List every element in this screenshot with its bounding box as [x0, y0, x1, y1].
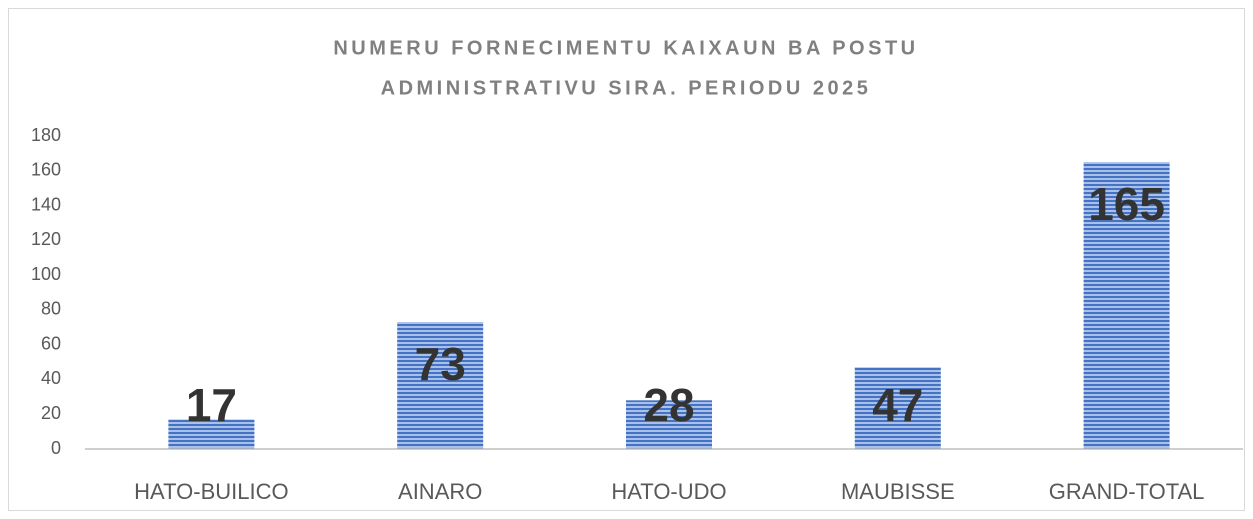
- y-tick-label: 100: [31, 264, 61, 284]
- y-tick-label: 60: [41, 333, 61, 353]
- data-label: 47: [872, 379, 923, 431]
- y-tick-label: 20: [41, 403, 61, 423]
- y-tick-label: 120: [31, 229, 61, 249]
- y-tick-label: 180: [31, 125, 61, 145]
- data-label: 28: [643, 379, 694, 431]
- chart-title: NUMERU FORNECIMENTU KAIXAUN BA POSTU: [333, 37, 918, 59]
- x-tick-label: GRAND-TOTAL: [1049, 479, 1205, 504]
- data-label: 73: [415, 338, 466, 390]
- y-tick-label: 160: [31, 160, 61, 180]
- chart-title: ADMINISTRATIVU SIRA. PERIODU 2025: [381, 77, 872, 99]
- bar: [854, 367, 941, 449]
- bar: [626, 400, 712, 449]
- x-tick-label: HATO-BUILICO: [134, 479, 288, 504]
- data-label: 165: [1088, 178, 1165, 230]
- x-tick-label: MAUBISSE: [841, 479, 955, 504]
- y-tick-label: 0: [51, 438, 61, 458]
- y-tick-label: 40: [41, 368, 61, 388]
- y-tick-label: 80: [41, 299, 61, 319]
- bar: [168, 419, 255, 449]
- bar: [397, 322, 484, 449]
- bar: [1083, 162, 1170, 450]
- x-tick-label: AINARO: [398, 479, 482, 504]
- data-label: 17: [186, 379, 237, 431]
- y-tick-label: 140: [31, 194, 61, 214]
- x-tick-label: HATO-UDO: [611, 479, 726, 504]
